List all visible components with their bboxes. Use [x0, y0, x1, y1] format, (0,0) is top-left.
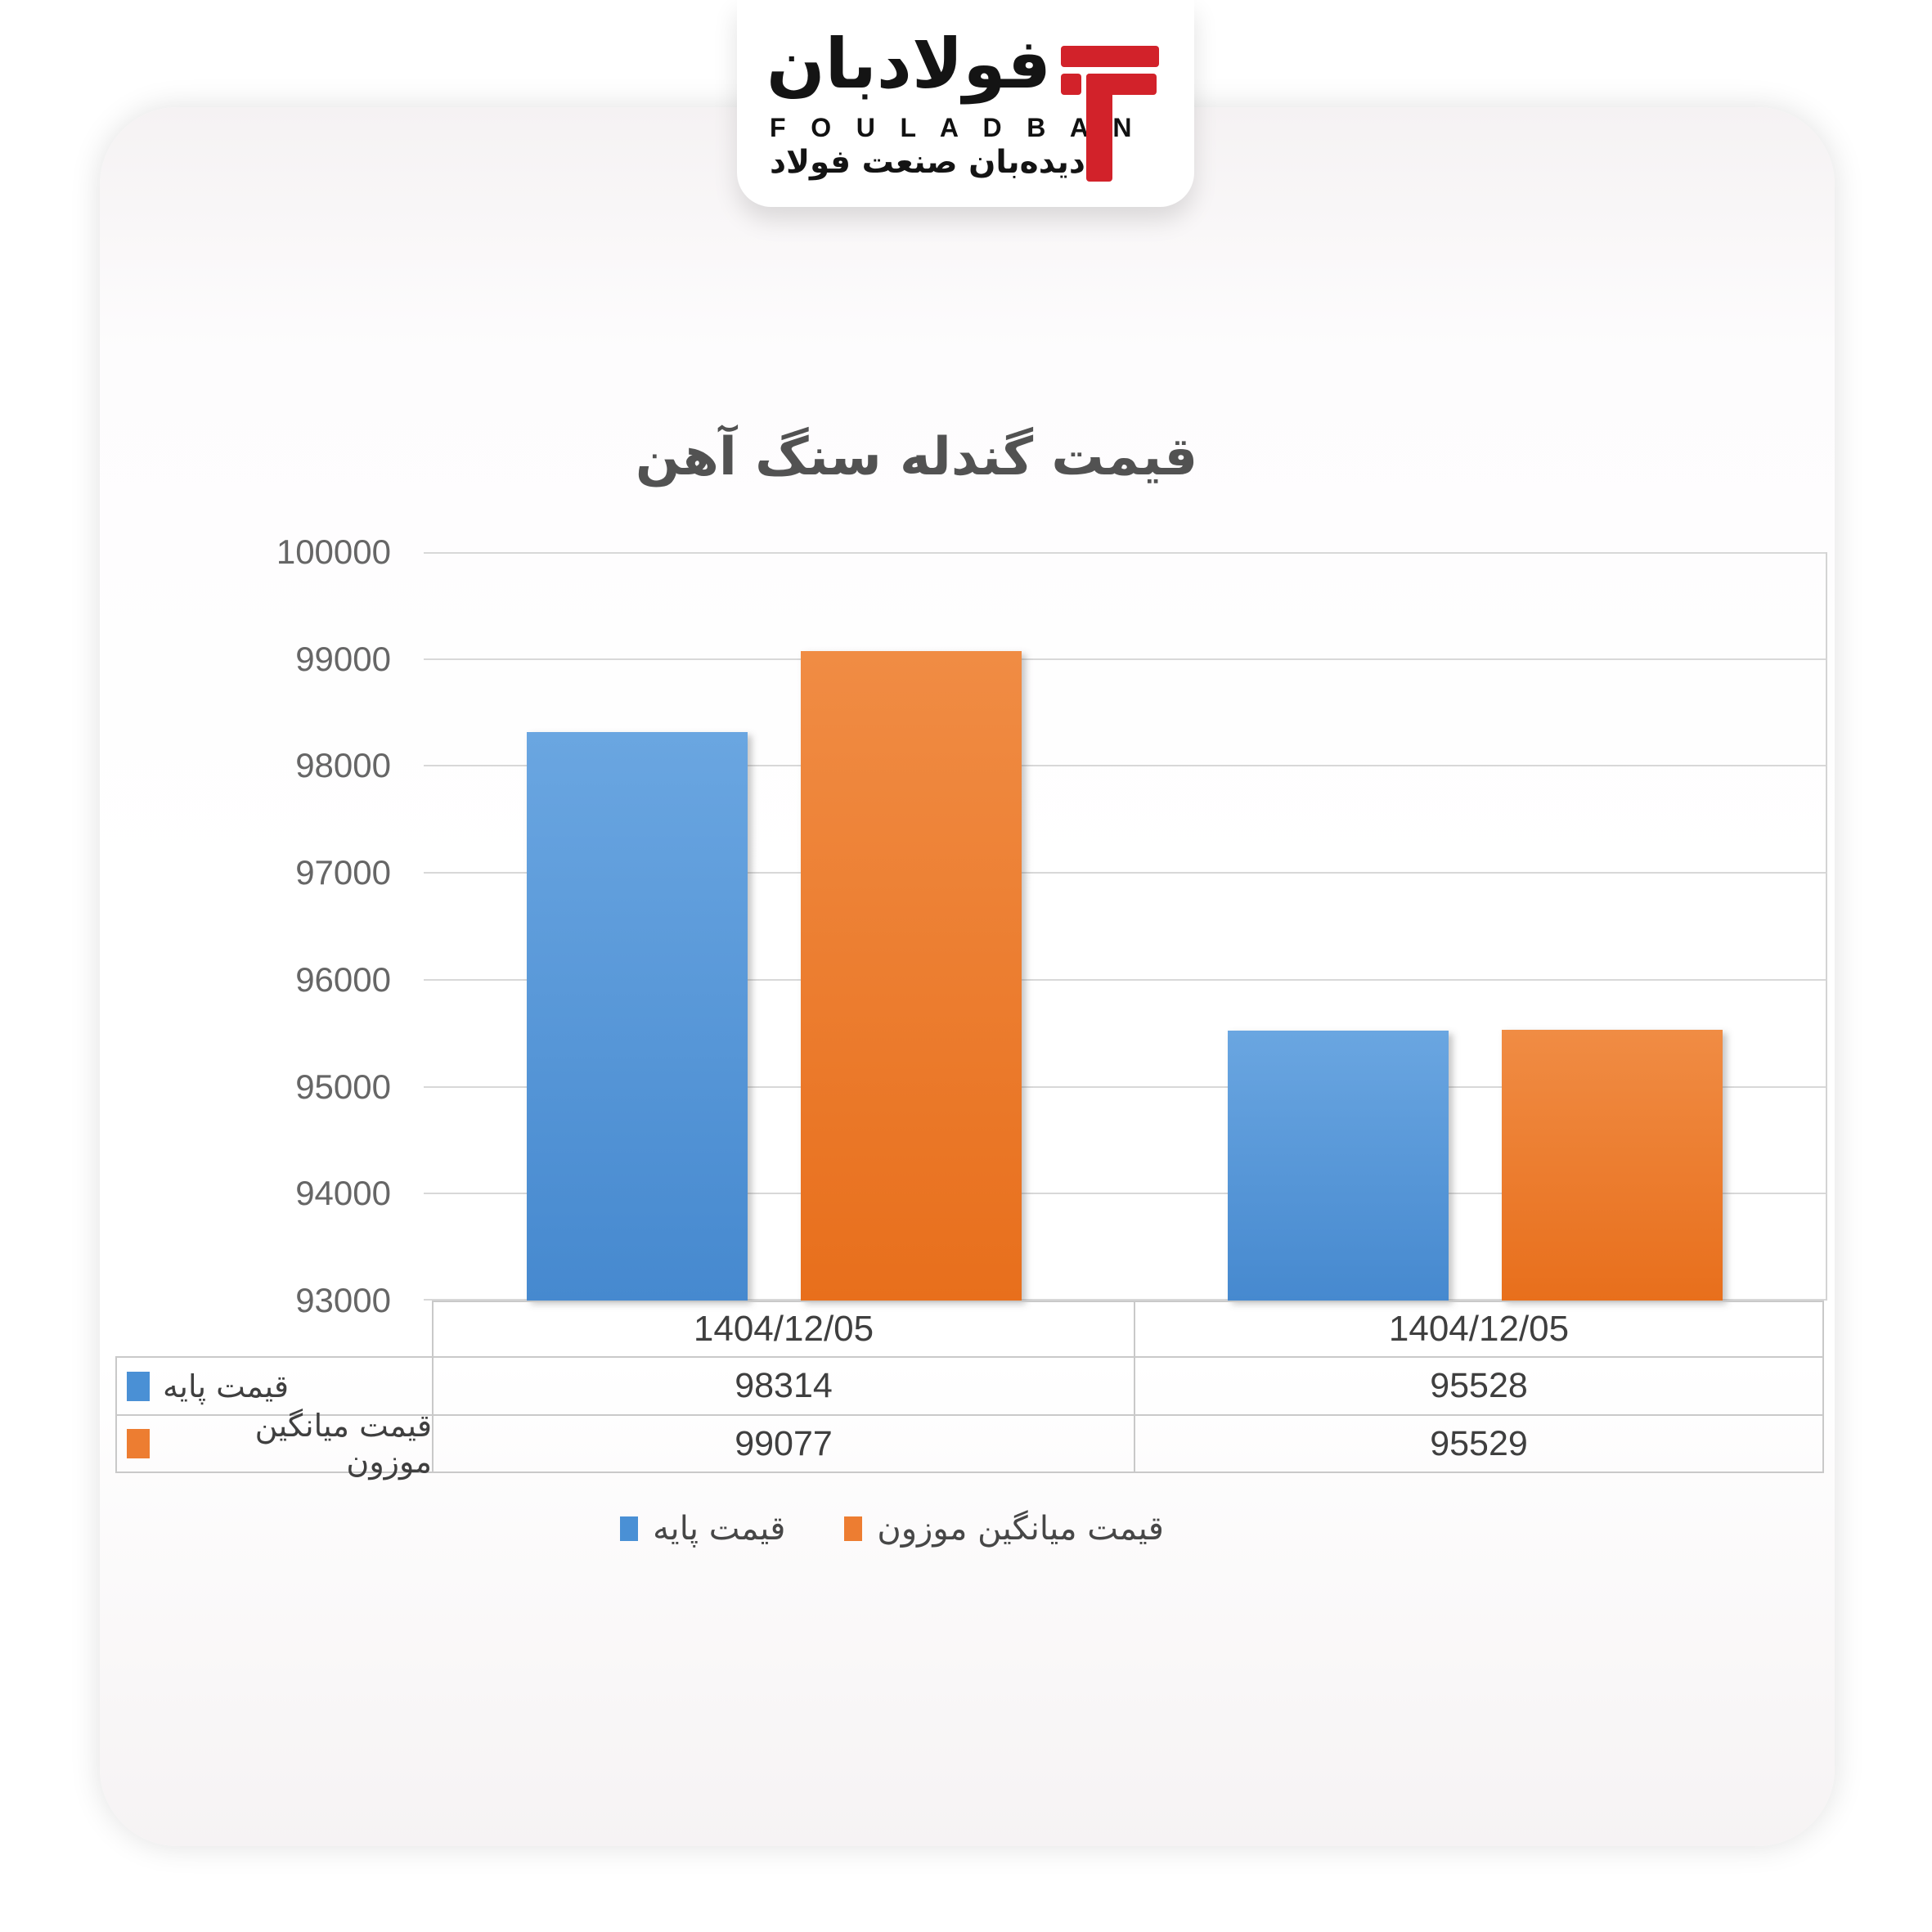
y-tick: 95000 — [295, 1067, 391, 1106]
row-label-text: قیمت میانگین موزون — [254, 1408, 432, 1480]
y-tick: 94000 — [295, 1174, 391, 1213]
table-row-label-weighted-avg: قیمت میانگین موزون — [115, 1408, 432, 1480]
logo-mark-top-bar — [1061, 46, 1159, 67]
base-price-key-icon — [127, 1371, 150, 1401]
legend-key-base-price-icon — [620, 1516, 639, 1541]
logo-brand-latin: F O U L A D B A N — [770, 113, 1141, 142]
table-corner-cell — [115, 1301, 432, 1356]
gridline — [424, 872, 1826, 874]
data-table: 1404/12/05 1404/12/05 قیمت پایه 98314 95… — [115, 1301, 1824, 1480]
y-tick: 100000 — [276, 532, 391, 571]
bar-group-2 — [1125, 552, 1826, 1301]
legend-item-weighted-avg: قیمت میانگین موزون — [844, 1510, 1164, 1548]
bar-base-price-group1 — [527, 732, 748, 1301]
logo-mark-nub — [1061, 74, 1081, 95]
plot-area — [424, 552, 1827, 1301]
value-base-price-2: 95528 — [1134, 1356, 1824, 1414]
bar-group-1 — [424, 552, 1125, 1301]
gridline — [424, 658, 1826, 660]
gridline — [424, 1193, 1826, 1195]
bar-weighted-avg-price-group1 — [801, 650, 1022, 1301]
value-weighted-avg-1: 99077 — [432, 1414, 1134, 1473]
legend-label: قیمت پایه — [653, 1510, 786, 1548]
y-tick: 93000 — [295, 1281, 391, 1319]
value-weighted-avg-2: 95529 — [1134, 1414, 1824, 1473]
y-axis: 100000 99000 98000 97000 96000 95000 940… — [164, 532, 391, 1319]
legend-key-weighted-avg-icon — [844, 1516, 863, 1541]
gridline — [424, 765, 1826, 767]
logo-brand-persian: فولادبان — [766, 24, 1052, 104]
y-tick: 98000 — [295, 746, 391, 785]
logo-mark-stem — [1086, 74, 1112, 182]
chart-title: قیمت گندله سنگ آهن — [635, 427, 1198, 487]
logo-tagline: دیده‌بان صنعت فولاد — [770, 144, 1085, 181]
legend-label: قیمت میانگین موزون — [877, 1510, 1164, 1548]
gridline — [424, 1085, 1826, 1088]
table-row-label-base-price: قیمت پایه — [115, 1356, 432, 1414]
y-tick: 99000 — [295, 639, 391, 678]
value-base-price-1: 98314 — [432, 1356, 1134, 1414]
weighted-avg-key-icon — [127, 1429, 150, 1458]
logo-box: فولادبان F O U L A D B A N دیده‌بان صنعت… — [737, 0, 1194, 207]
y-tick: 96000 — [295, 959, 391, 999]
legend-item-base-price: قیمت پایه — [620, 1510, 785, 1548]
fouladban-logo-icon — [1061, 46, 1159, 182]
table-header-date-2: 1404/12/05 — [1134, 1301, 1824, 1356]
bar-base-price-group2 — [1228, 1030, 1449, 1301]
y-tick: 97000 — [295, 853, 391, 892]
chart-legend: قیمت پایه قیمت میانگین موزون — [38, 1510, 1746, 1548]
gridline — [424, 1299, 1826, 1301]
table-header-date-1: 1404/12/05 — [432, 1301, 1134, 1356]
row-label-text: قیمت پایه — [163, 1368, 290, 1404]
gridline — [424, 978, 1826, 981]
bar-weighted-avg-price-group2 — [1502, 1030, 1723, 1301]
gridline — [424, 552, 1826, 554]
